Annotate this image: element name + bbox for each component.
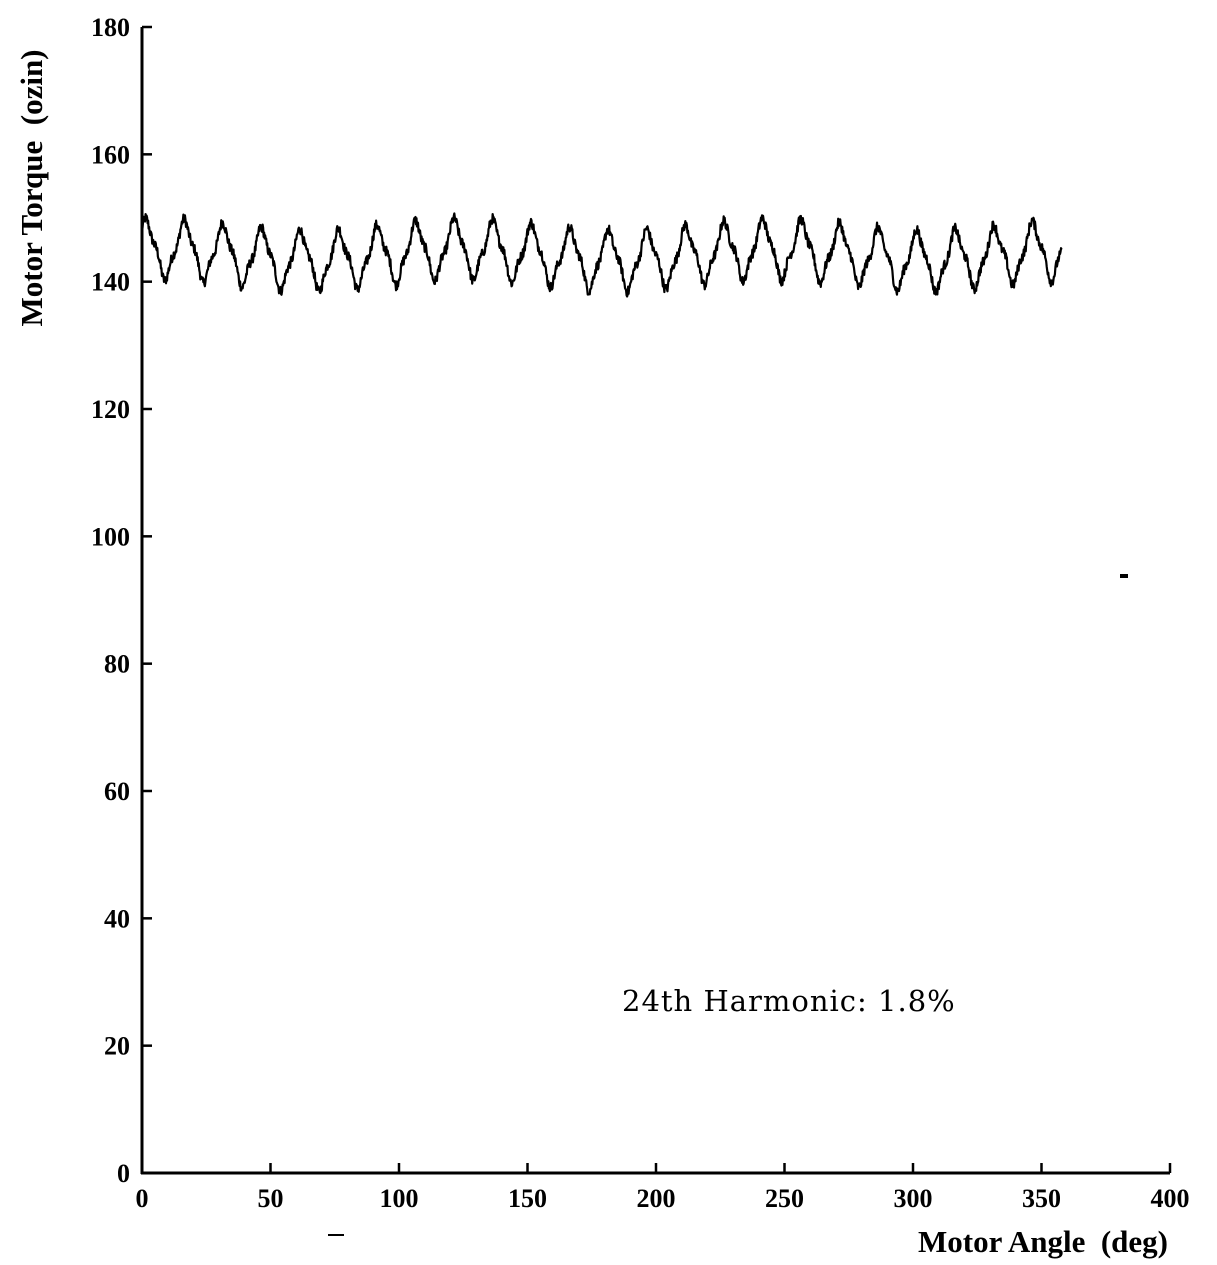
series-line-torque [141, 212, 1063, 298]
y-ticks: 0 20 40 60 80 100 120 140 160 180 [91, 13, 152, 1188]
y-tick-label: 60 [104, 777, 130, 806]
x-tick-label: 200 [637, 1184, 676, 1213]
x-tick-label: 350 [1022, 1184, 1061, 1213]
y-axis-title: Motor Torque (ozin) [14, 49, 49, 326]
x-tick-label: 50 [258, 1184, 284, 1213]
scan-speck [1120, 574, 1128, 578]
x-tick-label: 300 [894, 1184, 933, 1213]
scan-dash [328, 1234, 344, 1236]
x-tick-label: 400 [1151, 1184, 1190, 1213]
y-tick-label: 80 [104, 650, 130, 679]
x-axis-title: Motor Angle (deg) [918, 1224, 1168, 1259]
x-tick-label: 100 [380, 1184, 419, 1213]
y-tick-label: 120 [91, 395, 130, 424]
y-tick-label: 180 [91, 13, 130, 42]
y-tick-label: 40 [104, 904, 130, 933]
x-ticks: 0 50 100 150 200 250 300 350 400 [136, 1163, 1190, 1213]
x-tick-label: 150 [508, 1184, 547, 1213]
y-tick-label: 0 [117, 1159, 130, 1188]
y-tick-label: 160 [91, 140, 130, 169]
y-tick-label: 140 [91, 268, 130, 297]
harmonic-annotation: 24th Harmonic: 1.8% [622, 984, 956, 1018]
x-tick-label: 250 [765, 1184, 804, 1213]
x-tick-label: 0 [136, 1184, 149, 1213]
y-tick-label: 100 [91, 522, 130, 551]
y-tick-label: 20 [104, 1032, 130, 1061]
